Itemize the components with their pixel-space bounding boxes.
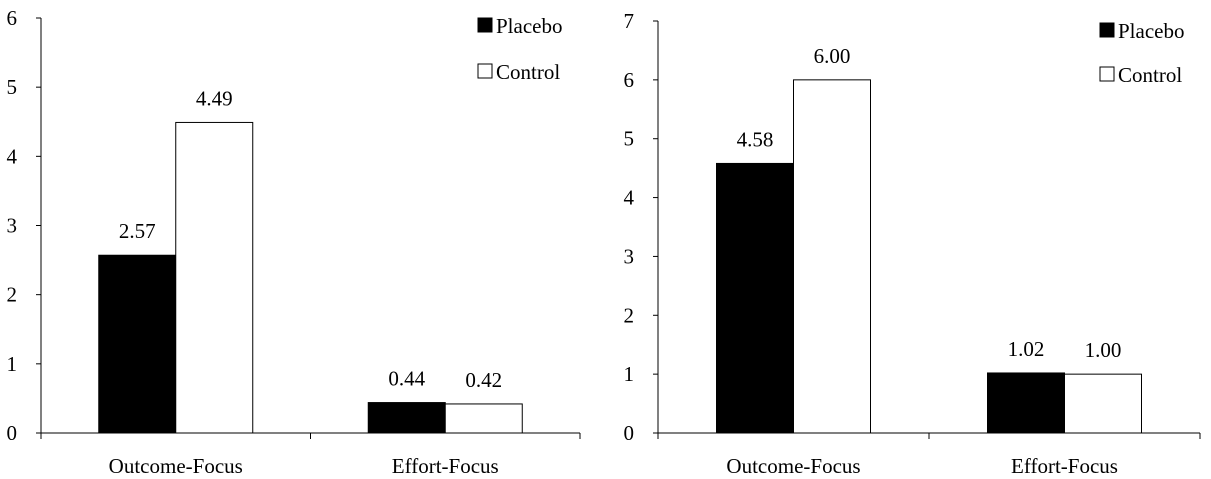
y-tick-label: 4 [624,186,635,210]
legend-label-placebo: Placebo [1118,19,1184,43]
y-tick-label: 1 [7,352,18,376]
x-category-label: Outcome-Focus [726,454,860,478]
legend-label-control: Control [1118,63,1182,87]
data-label: 0.42 [465,368,502,392]
legend-label-placebo: Placebo [496,14,562,38]
legend-label-control: Control [496,60,560,84]
left-bar-chart: 0 1 2 3 4 5 6 2.57 4.49 Outcome-Focus 0.44 0.42 Effo… [7,6,581,478]
right-bar-chart: 0 1 2 3 4 5 6 7 4.58 6.00 Outcome-Focus 1.02 1.00 Eff… [624,9,1201,478]
data-label: 0.44 [388,367,425,391]
bar-placebo-outcome-focus [716,162,794,434]
x-category-label: Effort-Focus [1011,454,1118,478]
y-tick-label: 0 [624,421,635,445]
y-tick-label: 0 [7,421,18,445]
legend-swatch-placebo [477,17,493,33]
bar-placebo-effort-focus [987,372,1065,434]
y-tick-label: 4 [7,144,18,168]
y-tick-label: 2 [7,283,18,307]
y-tick-label: 2 [624,303,635,327]
bar-control-outcome-focus [175,121,254,434]
data-label: 1.00 [1085,338,1122,362]
legend-swatch-placebo [1099,22,1115,38]
x-category-label: Outcome-Focus [109,454,243,478]
y-tick-label: 3 [624,244,635,268]
data-label: 4.58 [737,127,774,151]
y-tick-label: 6 [7,6,18,30]
y-tick-label: 5 [7,75,18,99]
data-label: 4.49 [196,86,233,110]
bar-placebo-effort-focus [367,402,446,434]
y-tick-label: 7 [624,9,635,33]
bar-control-effort-focus [1064,373,1142,434]
data-label: 2.57 [119,219,156,243]
legend-swatch-control [1099,66,1115,82]
x-category-label: Effort-Focus [392,454,499,478]
y-tick-label: 1 [624,362,635,386]
data-label: 6.00 [814,44,851,68]
y-tick-label: 5 [624,127,635,151]
bar-control-effort-focus [444,403,523,434]
bar-control-outcome-focus [793,79,871,434]
data-label: 1.02 [1008,337,1045,361]
y-tick-label: 6 [624,68,635,92]
bar-placebo-outcome-focus [98,254,177,434]
legend-swatch-control [477,63,493,79]
y-tick-label: 3 [7,214,18,238]
